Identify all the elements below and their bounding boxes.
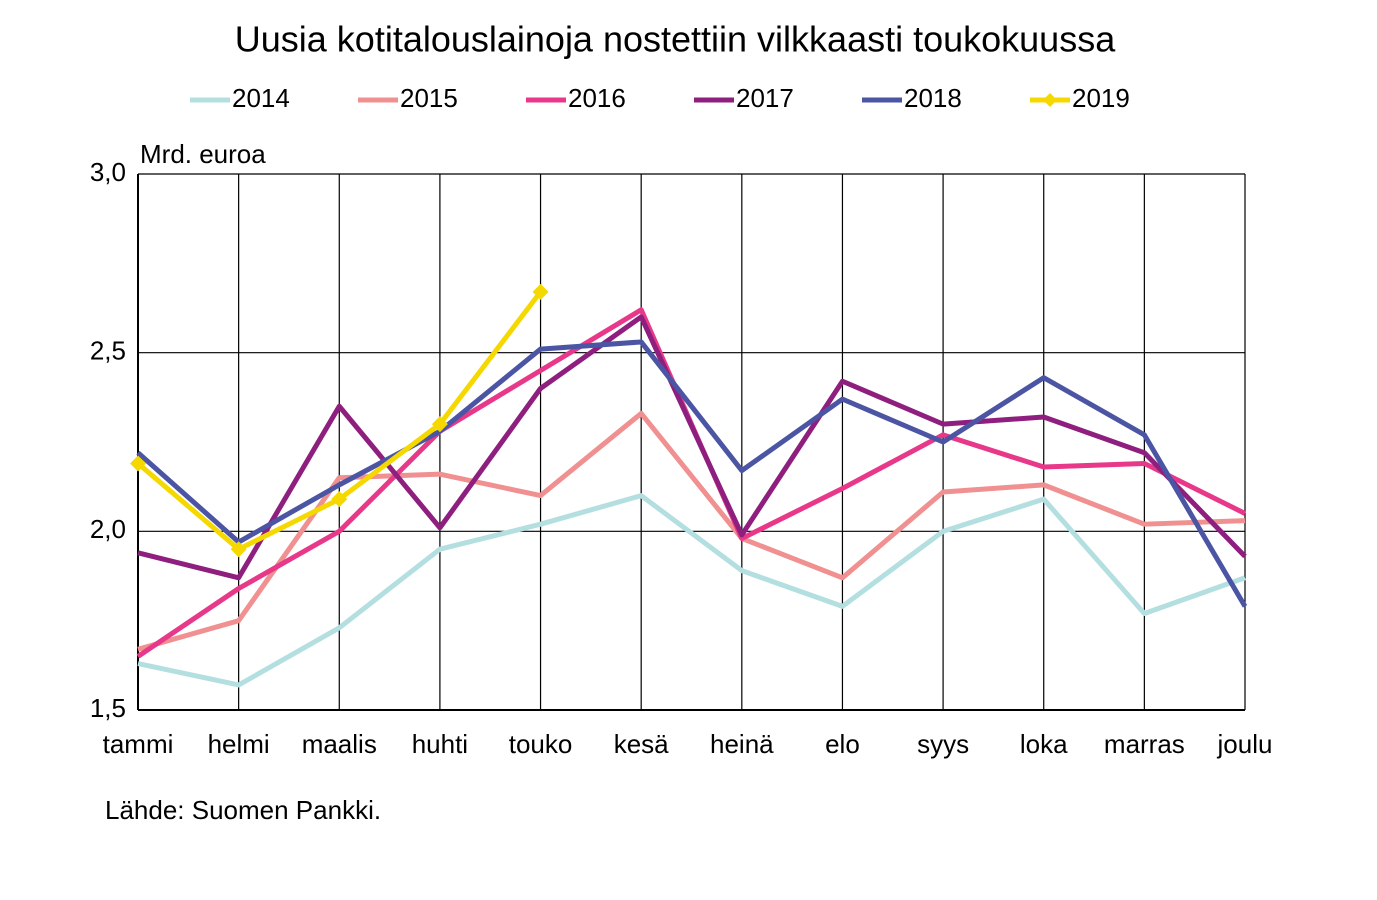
legend-label: 2017 — [736, 83, 794, 113]
data-point — [230, 541, 247, 558]
legend-label: 2019 — [1072, 83, 1130, 113]
x-tick-label: touko — [509, 729, 573, 759]
y-tick-label: 3,0 — [90, 157, 126, 187]
y-tick-label: 1,5 — [90, 693, 126, 723]
legend-label: 2016 — [568, 83, 626, 113]
series-line — [136, 307, 1247, 659]
x-tick-label: kesä — [614, 729, 669, 759]
data-point — [431, 416, 448, 433]
y-tick-label: 2,5 — [90, 336, 126, 366]
x-tick-label: elo — [825, 729, 860, 759]
y-axis-label: Mrd. euroa — [140, 139, 266, 169]
x-tick-label: maalis — [302, 729, 377, 759]
x-tick-label: huhti — [412, 729, 468, 759]
x-tick-label: marras — [1104, 729, 1185, 759]
data-point — [532, 283, 549, 300]
legend-label: 2018 — [904, 83, 962, 113]
data-point — [130, 455, 146, 472]
x-tick-label: joulu — [1217, 729, 1273, 759]
series-line — [137, 493, 1246, 688]
series-line — [136, 339, 1248, 608]
x-tick-label: helmi — [208, 729, 270, 759]
series-line — [137, 314, 1247, 581]
legend-marker — [1043, 93, 1057, 107]
chart-title: Uusia kotitalouslainoja nostettiin vilkk… — [235, 19, 1116, 60]
legend-label: 2014 — [232, 83, 290, 113]
x-tick-label: syys — [917, 729, 969, 759]
y-tick-label: 2,0 — [90, 514, 126, 544]
series-line — [137, 410, 1246, 652]
x-tick-label: tammi — [103, 729, 174, 759]
source-note: Lähde: Suomen Pankki. — [105, 795, 381, 825]
data-point — [331, 491, 348, 508]
x-tick-label: loka — [1020, 729, 1068, 759]
legend-label: 2015 — [400, 83, 458, 113]
x-tick-label: heinä — [710, 729, 774, 759]
